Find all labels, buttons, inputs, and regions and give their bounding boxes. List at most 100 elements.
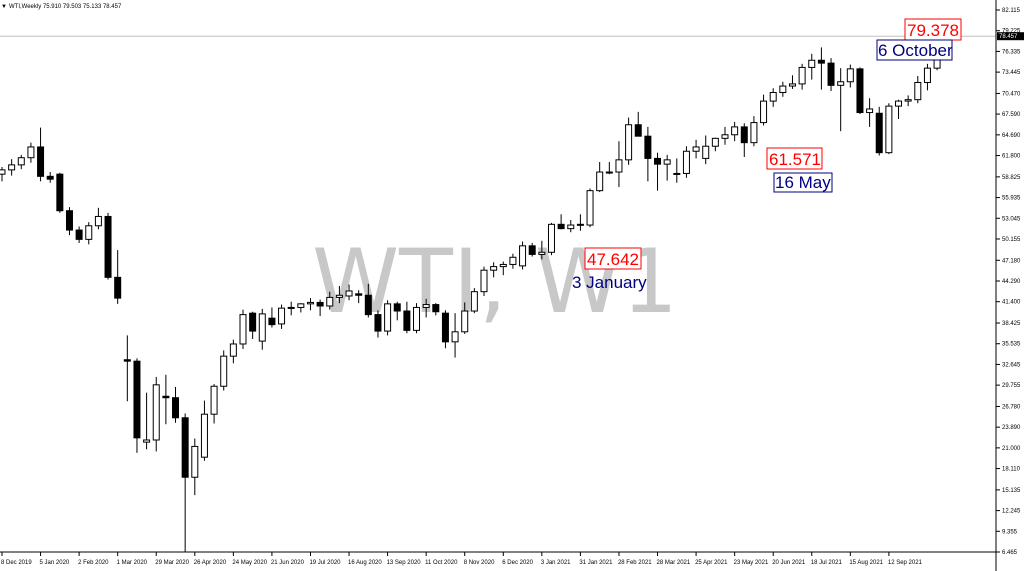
candle-body xyxy=(731,126,739,136)
candle xyxy=(682,146,690,178)
candle xyxy=(413,303,421,334)
candle-body xyxy=(866,108,874,114)
y-tick-label: 70.470 xyxy=(1002,91,1021,97)
candle xyxy=(441,310,449,349)
annotation-high-price: 79.378 xyxy=(907,21,959,40)
candle xyxy=(461,302,469,334)
candle xyxy=(519,241,527,270)
candle-body xyxy=(779,85,787,94)
candle xyxy=(17,154,25,170)
candle xyxy=(27,142,35,163)
candle xyxy=(846,64,854,88)
candle-body xyxy=(702,145,710,159)
candle-body xyxy=(114,276,122,299)
y-tick-label: 38.425 xyxy=(1002,321,1021,327)
candle xyxy=(393,301,401,321)
y-tick-label: 12.245 xyxy=(1002,509,1021,515)
x-tick-label: 24 May 2020 xyxy=(232,560,267,566)
x-tick-label: 26 Apr 2020 xyxy=(194,560,227,566)
candle-body xyxy=(547,223,555,253)
candle-body xyxy=(162,395,170,399)
candle-body xyxy=(123,359,131,362)
x-tick-label: 28 Feb 2021 xyxy=(618,560,652,566)
candle-body xyxy=(316,301,324,307)
svg-text:78.457: 78.457 xyxy=(999,34,1018,40)
candle-body xyxy=(0,169,6,175)
candle-body xyxy=(576,223,584,226)
y-tick-label: 82.115 xyxy=(1002,8,1021,14)
candle-body xyxy=(17,157,25,166)
candle-body xyxy=(8,164,16,171)
candle xyxy=(702,135,710,165)
y-tick-label: 53.045 xyxy=(1002,216,1021,222)
annotation-mid-date: 16 May xyxy=(775,173,831,192)
candle-body xyxy=(721,134,729,139)
candle xyxy=(143,392,151,450)
candle-body xyxy=(750,122,758,144)
candle xyxy=(731,121,739,142)
candle-body xyxy=(895,100,903,107)
candle-body xyxy=(56,173,64,212)
candle xyxy=(711,137,719,152)
candle-body xyxy=(384,303,392,332)
candle-body xyxy=(846,68,854,83)
candle-body xyxy=(499,263,507,268)
candle xyxy=(133,358,141,453)
candle-body xyxy=(249,312,257,332)
candle xyxy=(644,126,652,182)
candle-body xyxy=(403,310,411,331)
candle xyxy=(172,386,180,423)
candle-body xyxy=(914,81,922,101)
candle-body xyxy=(798,66,806,85)
candle xyxy=(885,103,893,155)
candle-body xyxy=(673,172,681,175)
candle xyxy=(586,188,594,228)
x-tick-label: 19 Jul 2020 xyxy=(309,560,341,566)
annotation-low-date: 3 January xyxy=(572,273,647,292)
candle xyxy=(634,111,642,137)
candle xyxy=(200,400,208,461)
candle-body xyxy=(85,225,93,240)
candle xyxy=(673,158,681,183)
x-tick-label: 5 Jan 2020 xyxy=(40,560,70,566)
candle xyxy=(904,95,912,107)
x-tick-label: 28 Mar 2021 xyxy=(657,560,691,566)
candle xyxy=(914,76,922,104)
triangle-down-icon[interactable]: ▼ xyxy=(1,4,7,10)
candle xyxy=(85,222,93,245)
candle-body xyxy=(355,293,363,296)
candle-body xyxy=(904,99,912,102)
candle xyxy=(249,311,257,339)
candle-body xyxy=(104,215,112,278)
candle xyxy=(152,376,160,452)
candle xyxy=(798,63,806,90)
x-tick-label: 12 Sep 2021 xyxy=(888,560,923,566)
candle xyxy=(817,47,825,90)
x-tick-label: 3 Jan 2021 xyxy=(541,560,571,566)
y-axis: 82.115 79.225 76.335 73.445 70.470 67.590 64.6… xyxy=(996,8,1021,556)
candle-body xyxy=(885,105,893,154)
candle-body xyxy=(586,190,594,226)
y-tick-label: 58.825 xyxy=(1002,175,1021,181)
x-tick-label: 1 Mar 2020 xyxy=(117,560,148,566)
candle-body xyxy=(605,171,613,174)
x-tick-label: 8 Dec 2019 xyxy=(1,560,32,566)
y-tick-label: 61.800 xyxy=(1002,154,1021,160)
candle xyxy=(94,207,102,230)
candle xyxy=(258,308,266,350)
x-axis: 8 Dec 2019 5 Jan 2020 2 Feb 2020 1 Mar 2020… xyxy=(1,552,923,566)
candle-body xyxy=(769,92,777,102)
candle xyxy=(220,350,228,391)
candle-body xyxy=(133,360,141,439)
candle xyxy=(162,374,170,425)
candle xyxy=(547,222,555,256)
candle xyxy=(557,214,565,230)
annotation-high-date: 6 October xyxy=(878,41,953,60)
candle xyxy=(37,127,45,182)
x-tick-label: 21 Jun 2020 xyxy=(271,560,305,566)
candle-body xyxy=(461,310,469,333)
candle xyxy=(875,106,883,156)
candle xyxy=(451,313,459,358)
candle xyxy=(750,116,758,147)
